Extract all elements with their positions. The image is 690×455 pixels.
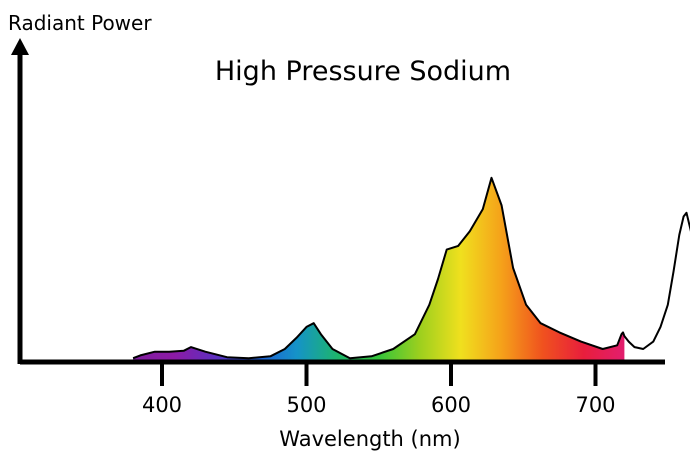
x-tick-label: 700 <box>575 393 615 417</box>
chart-title: High Pressure Sodium <box>215 56 511 87</box>
x-axis-ticks: 400500600700800 <box>142 362 616 417</box>
visible-spectrum-area <box>133 177 625 360</box>
plot-area <box>132 176 690 360</box>
y-axis-arrowhead <box>11 38 29 55</box>
spectrum-series-line <box>132 176 690 360</box>
x-tick-label: 400 <box>142 393 182 417</box>
x-tick-label: 500 <box>286 393 326 417</box>
y-axis-label: Radiant Power <box>8 11 152 35</box>
x-tick-label: 600 <box>431 393 471 417</box>
x-axis-label: Wavelength (nm) <box>279 427 460 451</box>
